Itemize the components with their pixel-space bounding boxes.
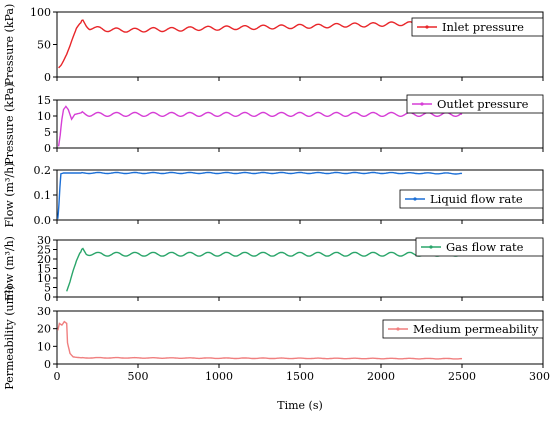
y-axis-title: Flow (m³/h) <box>3 163 16 228</box>
legend-label: Gas flow rate <box>446 240 524 254</box>
y-tick-label: 30 <box>37 305 51 318</box>
x-tick-label: 3000 <box>529 370 550 383</box>
panel-2: 0 5 10 15 Pressure (kPa) Outlet pressure <box>3 83 544 165</box>
legend-marker <box>420 102 424 106</box>
y-axis-title: Flow (m³/h) <box>3 236 16 301</box>
x-axis-title: Time (s) <box>277 399 323 412</box>
x-tick-label: 2500 <box>448 370 476 383</box>
y-tick-label: 30 <box>37 234 51 247</box>
legend-marker <box>429 245 433 249</box>
y-tick-label: 0.0 <box>34 214 52 227</box>
legend-marker <box>396 327 400 331</box>
y-tick-label: 25 <box>37 244 51 257</box>
y-axis-title: Permeability (um²) <box>3 285 16 389</box>
panel-1: 0 50 100 Pressure (kPa) Inlet pressure <box>3 4 544 86</box>
y-tick-label: 50 <box>37 39 51 52</box>
x-tick-label: 0 <box>54 370 61 383</box>
y-tick-label: 10 <box>37 110 51 123</box>
y-tick-label: 5 <box>44 282 51 295</box>
y-tick-label: 5 <box>44 126 51 139</box>
legend-marker <box>413 197 417 201</box>
x-tick-label: 2000 <box>367 370 395 383</box>
legend-box <box>399 189 544 209</box>
x-tick-label: 500 <box>128 370 149 383</box>
legend-box <box>411 17 544 37</box>
x-tick-label: 1000 <box>205 370 233 383</box>
series-line <box>57 320 463 360</box>
series-line <box>66 247 463 292</box>
panel-5: 0102030050010001500200025003000Permeabil… <box>3 285 550 412</box>
y-tick-label: 10 <box>37 340 51 353</box>
y-tick-label: 15 <box>37 94 51 107</box>
y-axis-title: Pressure (kPa) <box>3 4 16 86</box>
y-tick-label: 20 <box>37 253 51 266</box>
legend-label: Medium permeability <box>413 322 539 336</box>
legend-label: Liquid flow rate <box>430 192 523 206</box>
legend-label: Outlet pressure <box>437 97 529 111</box>
legend-box <box>415 237 544 257</box>
series-line <box>57 171 463 219</box>
y-tick-label: 0 <box>44 291 51 304</box>
y-tick-label: 10 <box>37 272 51 285</box>
y-tick-label: 0 <box>44 358 51 371</box>
y-tick-label: 15 <box>37 263 51 276</box>
legend-marker <box>425 25 429 29</box>
y-tick-label: 0 <box>44 142 51 155</box>
y-axis-title: Pressure (kPa) <box>3 83 16 165</box>
panel-3: 0.0 0.1 0.2 Flow (m³/h) Liquid flow rate <box>3 163 544 228</box>
y-tick-label: 100 <box>30 6 51 19</box>
legend-label: Inlet pressure <box>442 20 524 34</box>
y-tick-label: 0.1 <box>34 189 52 202</box>
x-tick-label: 1500 <box>286 370 314 383</box>
y-tick-label: 20 <box>37 323 51 336</box>
y-tick-label: 0 <box>44 71 51 84</box>
y-tick-label: 0.2 <box>34 164 52 177</box>
series-line <box>58 19 463 69</box>
legend-box <box>406 94 544 114</box>
series-line <box>57 105 463 147</box>
legend-box <box>382 319 544 339</box>
